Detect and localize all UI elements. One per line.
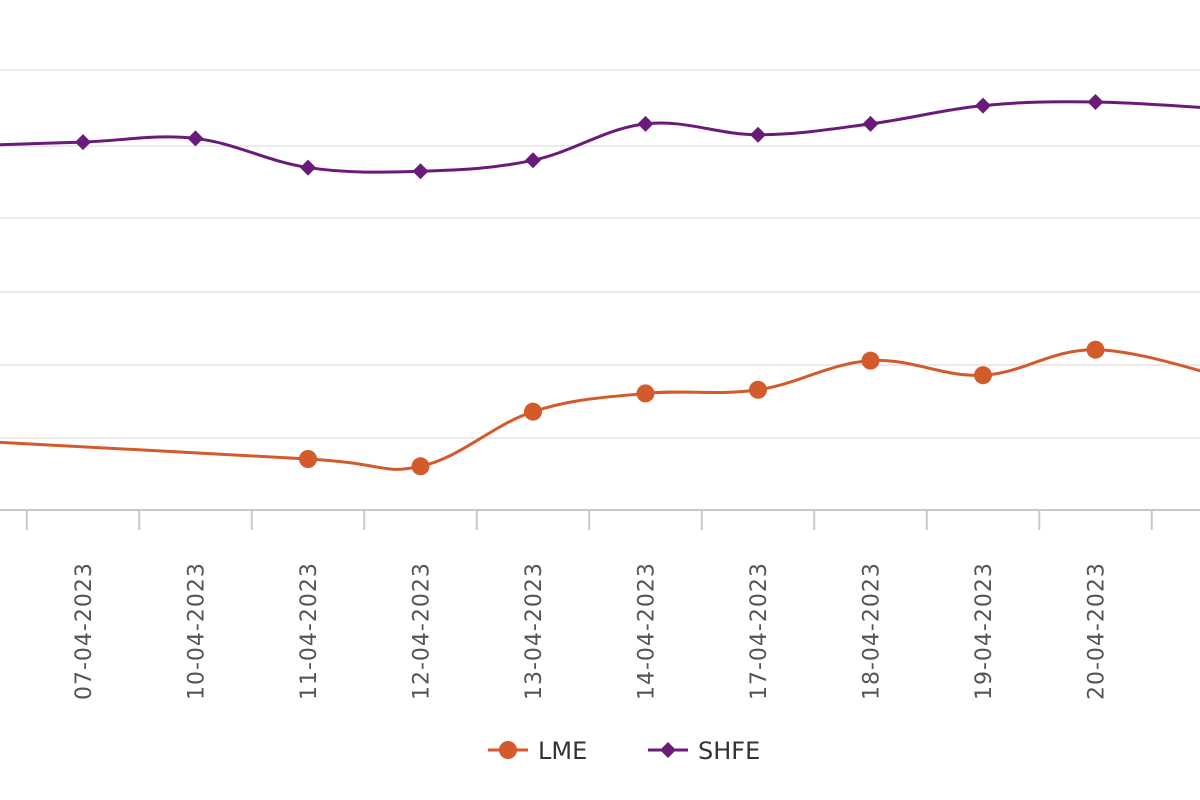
series-layer: [0, 94, 1200, 476]
legend-shfe-marker: [660, 742, 676, 758]
x-tick-label: 11-04-2023: [297, 562, 322, 700]
lme-point: [1086, 340, 1105, 359]
lme-point: [974, 366, 992, 385]
x-tick-label: 19-04-2023: [972, 562, 997, 700]
legend-lme-label: LME: [538, 737, 587, 765]
lme-point: [299, 450, 317, 468]
shfe-point: [1087, 94, 1104, 110]
shfe-point: [300, 159, 316, 176]
shfe-point: [975, 97, 991, 114]
x-tick-label: 12-04-2023: [410, 562, 435, 700]
x-tick-label: 10-04-2023: [185, 562, 210, 700]
lme-point: [411, 457, 430, 476]
shfe-point: [525, 152, 541, 169]
legend[interactable]: LME SHFE: [488, 737, 760, 765]
shfe-point: [187, 130, 204, 147]
gridlines: [0, 69, 1200, 439]
lme-point: [636, 384, 655, 403]
x-axis: 07-04-2023 10-04-2023 11-04-2023 12-04-2023…: [0, 509, 1200, 700]
legend-item-lme[interactable]: LME: [488, 737, 587, 765]
lme-point: [861, 351, 880, 370]
lme-series-line: [0, 348, 1200, 471]
shfe-point: [637, 115, 654, 132]
shfe-series-line: [0, 100, 1200, 174]
x-tick-label: 18-04-2023: [860, 562, 885, 700]
shfe-point: [412, 163, 429, 180]
legend-item-shfe[interactable]: SHFE: [648, 737, 760, 765]
x-tick-label: 17-04-2023: [747, 562, 772, 700]
x-tick-label: 20-04-2023: [1085, 562, 1110, 700]
x-tick-label: 13-04-2023: [522, 562, 547, 700]
x-tick-label: 14-04-2023: [635, 562, 660, 700]
legend-shfe-label: SHFE: [698, 737, 760, 765]
lme-point: [749, 380, 767, 399]
shfe-point: [862, 115, 879, 132]
lme-point: [524, 402, 542, 421]
x-tick-label: 07-04-2023: [72, 562, 97, 700]
legend-lme-marker: [499, 741, 517, 759]
shfe-point: [750, 126, 766, 143]
shfe-point: [75, 134, 91, 151]
